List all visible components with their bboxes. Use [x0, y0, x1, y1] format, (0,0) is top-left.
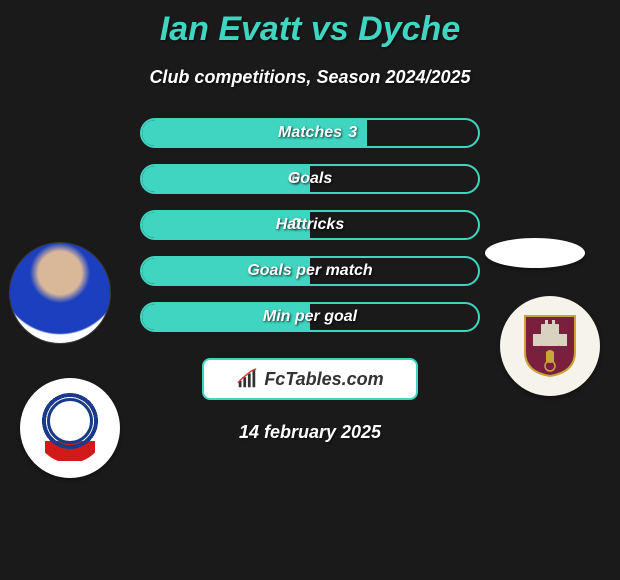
club-right-badge	[500, 296, 600, 396]
stat-row-min-per-goal: Min per goal	[140, 302, 480, 332]
page-title: Ian Evatt vs Dyche	[0, 0, 620, 49]
northampton-badge-icon	[523, 314, 577, 378]
stat-bars: 3 Matches 0 Goals 0 Hattricks Goals per …	[140, 118, 480, 348]
stat-label: Hattricks	[142, 212, 478, 238]
stat-label: Min per goal	[142, 304, 478, 330]
branding-text: FcTables.com	[264, 369, 383, 390]
stat-label: Matches	[142, 120, 478, 146]
stat-label: Goals per match	[142, 258, 478, 284]
branding-box[interactable]: FcTables.com	[202, 358, 418, 400]
subtitle: Club competitions, Season 2024/2025	[0, 67, 620, 88]
player-left-avatar	[10, 243, 110, 343]
player-right-avatar	[485, 238, 585, 268]
stat-row-hattricks: 0 Hattricks	[140, 210, 480, 240]
stat-row-goals: 0 Goals	[140, 164, 480, 194]
stats-area: 3 Matches 0 Goals 0 Hattricks Goals per …	[0, 118, 620, 358]
stat-row-matches: 3 Matches	[140, 118, 480, 148]
bar-chart-icon	[236, 368, 258, 390]
stat-row-goals-per-match: Goals per match	[140, 256, 480, 286]
club-left-badge	[20, 378, 120, 478]
stat-label: Goals	[142, 166, 478, 192]
bwfc-badge-icon	[35, 393, 105, 463]
